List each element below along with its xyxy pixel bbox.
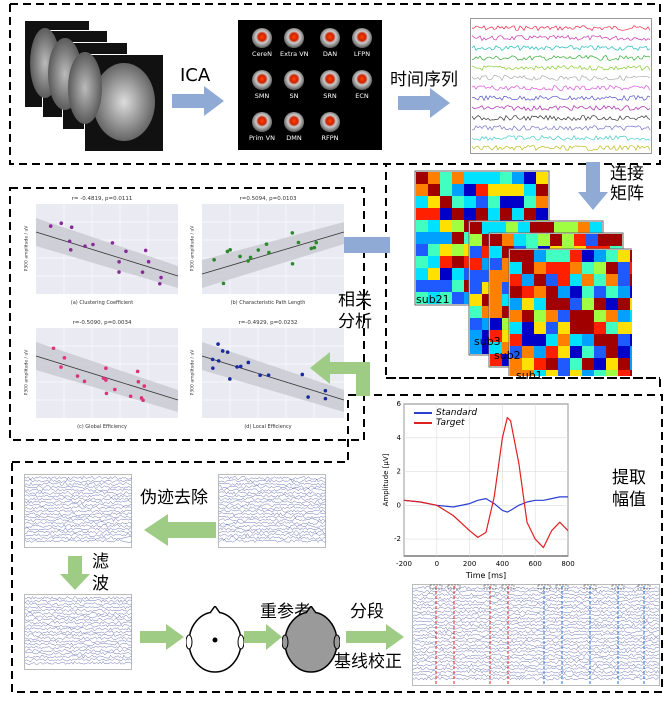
scatter-ylabel: P300 amplitude / uV (190, 225, 196, 272)
arrow-right-icon (172, 86, 224, 116)
scatter-xlabel: (d) Local Efficiency (244, 424, 292, 430)
eeg-filtered (24, 594, 132, 670)
network-label: LFPN (353, 50, 371, 58)
network-label: RFPN (321, 134, 339, 142)
scatter-plots: r= -0.4819, p=0.0111 (a) Clustering Coeff… (16, 196, 356, 436)
baseline-label: 基线校正 (334, 652, 402, 672)
artifact-label: 伪迹去除 (140, 488, 208, 508)
erp-ytick: 6 (397, 400, 402, 408)
subject-label: sub3 (474, 335, 501, 348)
timeseries-plot (470, 18, 652, 154)
subject-label: sub2 (494, 349, 521, 362)
corr-label-2: 分析 (338, 312, 372, 332)
network-map: CereN (248, 28, 276, 58)
scatter-stat: r=-0.5090, p=0.0034 (72, 320, 132, 326)
scatter-ylabel: P300 amplitude / uV (24, 349, 30, 396)
erp-xtick: -200 (396, 560, 412, 568)
subject-label: sub21 (416, 293, 450, 306)
scatter-ylabel: P300 amplitude / uV (24, 225, 30, 272)
segment-label: 分段 (350, 602, 384, 622)
erp-xtick: 400 (496, 560, 509, 568)
erp-xtick: 800 (561, 560, 574, 568)
arrow-left-icon (144, 514, 216, 546)
arrow-down-icon (578, 162, 608, 210)
network-panel: CereN Extra VN DAN LFPN SMN SN SRN ECN Prim VN DM… (238, 20, 382, 150)
extract-label-1: 提取 (612, 468, 646, 488)
scatter-xlabel: (c) Global Efficiency (77, 424, 127, 430)
network-map: SN (280, 70, 308, 100)
eeg-artifact-removed (24, 474, 132, 548)
head-icon (186, 606, 244, 673)
connectivity-matrices (414, 170, 632, 376)
connect-label-2: 矩阵 (610, 184, 644, 204)
scatter-xlabel: (b) Characteristic Path Length (230, 300, 306, 306)
network-label: DMN (286, 134, 302, 142)
erp-series-standard (403, 496, 568, 513)
eeg-raw (218, 474, 326, 548)
erp-ytick: 4 (397, 434, 402, 442)
scatter-stat: r=-0.4929, p=0.0232 (238, 320, 298, 326)
subject-label: sub1 (516, 369, 543, 382)
network-label: SRN (323, 92, 337, 100)
connect-label-1: 连接 (610, 164, 644, 184)
network-map: Extra VN (280, 28, 309, 58)
scatter-plot: r=0.5094, p=0.0103 (b) Characteristic Pat… (188, 196, 348, 310)
arrow-right-icon (346, 624, 404, 650)
scatter-stat: r= -0.4819, p=0.0111 (71, 196, 133, 202)
scatter-xlabel: (a) Clustering Coefficient (70, 300, 134, 306)
erp-ylabel: Amplitude [μV] (382, 453, 390, 506)
network-map: RFPN (316, 112, 344, 142)
legend-target: Target (436, 418, 465, 428)
network-label: ECN (355, 92, 369, 100)
extract-label-2: 幅值 (612, 490, 646, 510)
network-map: DAN (316, 28, 344, 58)
network-map: DMN (280, 112, 308, 142)
network-label: SMN (254, 92, 270, 100)
scatter-plot: r= -0.4819, p=0.0111 (a) Clustering Coeff… (22, 196, 182, 310)
green-elbow-arrow-icon (310, 352, 370, 396)
arrow-right-icon (140, 624, 184, 650)
eeg-segmented (412, 584, 660, 686)
erp-series-target (403, 416, 569, 549)
arrow-right-icon (398, 88, 450, 118)
filter-label-1: 滤 (92, 552, 109, 572)
filter-label-2: 波 (92, 574, 109, 594)
erp-ytick: 0 (397, 501, 401, 509)
network-label: Extra VN (280, 50, 309, 58)
network-label: SN (289, 92, 299, 100)
network-label: CereN (252, 50, 272, 58)
scatter-plot: r=-0.5090, p=0.0034 (c) Global Efficiency… (22, 320, 182, 434)
head-reref-icon (282, 606, 340, 673)
timeseries-label: 时间序列 (390, 70, 458, 90)
legend-standard: Standard (436, 408, 478, 418)
ica-label: ICA (180, 65, 211, 86)
erp-legend: Standard Target (414, 408, 477, 428)
scatter-ylabel: P300 amplitude / uV (190, 349, 196, 396)
erp-xtick: 0 (435, 560, 439, 568)
network-map: SRN (316, 70, 344, 100)
network-map: SMN (248, 70, 276, 100)
erp-ytick: -2 (394, 535, 401, 543)
arrow-down-icon (60, 556, 90, 590)
network-map: Prim VN (248, 112, 276, 142)
green-elbow-arrow-icon (594, 516, 640, 578)
erp-ytick: 2 (397, 468, 401, 476)
erp-xtick: 200 (463, 560, 476, 568)
network-map: LFPN (348, 28, 376, 58)
corr-label-1: 相关 (338, 290, 372, 310)
arrow-right-icon (244, 624, 282, 650)
scatter-stat: r=0.5094, p=0.0103 (239, 196, 297, 202)
network-map: ECN (348, 70, 376, 100)
network-label: DAN (322, 50, 338, 58)
erp-xlabel: Time [ms] (465, 571, 506, 580)
erp-chart: -200 0 200 400 600 800 6 4 2 0 -2 Time [ms] Amplitud… (382, 400, 575, 580)
brain-mri-stack (24, 20, 164, 152)
erp-xtick: 600 (529, 560, 542, 568)
network-label: Prim VN (249, 134, 275, 142)
